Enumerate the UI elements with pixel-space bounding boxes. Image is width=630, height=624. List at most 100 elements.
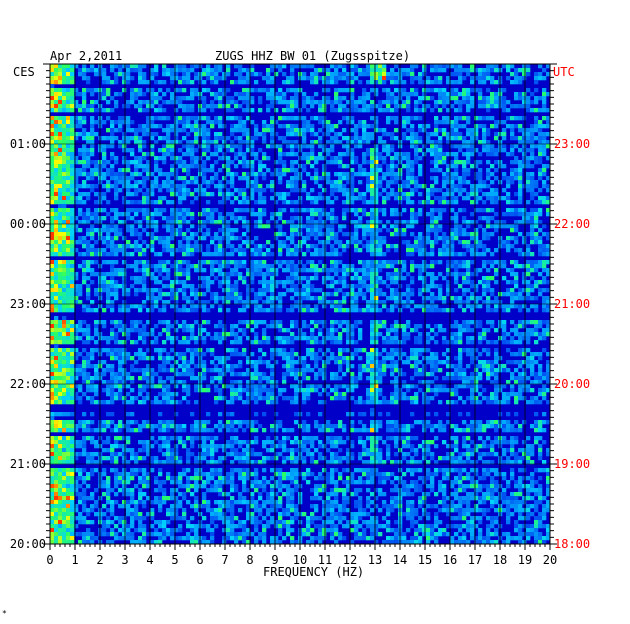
- spectrogram-cell: [90, 116, 95, 121]
- spectrogram-cell: [450, 160, 455, 165]
- spectrogram-cell: [418, 96, 423, 101]
- spectrogram-cell: [462, 216, 467, 221]
- spectrogram-cell: [546, 200, 551, 205]
- spectrogram-cell: [330, 104, 335, 109]
- spectrogram-cell: [238, 252, 243, 257]
- spectrogram-cell: [482, 136, 487, 141]
- spectrogram-cell: [446, 288, 451, 293]
- spectrogram-cell: [146, 192, 151, 197]
- spectrogram-cell: [90, 128, 95, 133]
- spectrogram-cell: [322, 96, 327, 101]
- spectrogram-cell: [302, 128, 307, 133]
- spectrogram-cell: [70, 196, 75, 201]
- spectrogram-cell: [234, 228, 239, 233]
- spectrogram-cell: [110, 248, 115, 253]
- spectrogram-cell: [82, 304, 87, 309]
- spectrogram-cell: [486, 140, 491, 145]
- spectrogram-cell: [326, 88, 331, 93]
- spectrogram-cell: [230, 172, 235, 177]
- spectrogram-cell: [518, 180, 523, 185]
- spectrogram-cell: [66, 132, 71, 137]
- spectrogram-cell: [50, 308, 55, 313]
- spectrogram-cell: [530, 184, 535, 189]
- spectrogram-cell: [150, 144, 155, 149]
- spectrogram-cell: [490, 288, 495, 293]
- spectrogram-cell: [454, 156, 459, 161]
- spectrogram-cell: [418, 248, 423, 253]
- spectrogram-cell: [486, 208, 491, 213]
- spectrogram-cell: [286, 168, 291, 173]
- spectrogram-cell: [54, 132, 59, 137]
- spectrogram-cell: [178, 100, 183, 105]
- spectrogram-cell: [394, 272, 399, 277]
- spectrogram-cell: [82, 268, 87, 273]
- spectrogram-cell: [102, 276, 107, 281]
- spectrogram-cell: [70, 320, 75, 325]
- spectrogram-cell: [266, 72, 271, 77]
- spectrogram-cell: [118, 228, 123, 233]
- spectrogram-cell: [142, 272, 147, 277]
- spectrogram-cell: [506, 108, 511, 113]
- spectrogram-cell: [238, 292, 243, 297]
- spectrogram-cell: [446, 172, 451, 177]
- spectrogram-cell: [170, 76, 175, 81]
- spectrogram-cell: [54, 248, 59, 253]
- spectrogram-cell: [146, 332, 151, 337]
- spectrogram-cell: [410, 248, 415, 253]
- spectrogram-cell: [350, 104, 355, 109]
- spectrogram-cell: [350, 236, 355, 241]
- spectrogram-cell: [150, 88, 155, 93]
- spectrogram-cell: [342, 244, 347, 249]
- spectrogram-cell: [430, 224, 435, 229]
- spectrogram-cell: [366, 188, 371, 193]
- spectrogram-cell: [458, 64, 463, 69]
- spectrogram-cell: [494, 220, 499, 225]
- spectrogram-cell: [482, 76, 487, 81]
- spectrogram-cell: [154, 132, 159, 137]
- spectrogram-cell: [522, 104, 527, 109]
- spectrogram-cell: [434, 104, 439, 109]
- spectrogram-cell: [306, 284, 311, 289]
- spectrogram-cell: [530, 132, 535, 137]
- spectrogram-cell: [334, 264, 339, 269]
- spectrogram-cell: [286, 144, 291, 149]
- spectrogram-cell: [410, 280, 415, 285]
- spectrogram-cell: [462, 280, 467, 285]
- spectrogram-cell: [294, 288, 299, 293]
- spectrogram-cell: [486, 176, 491, 181]
- spectrogram-cell: [514, 68, 519, 73]
- spectrogram-cell: [394, 64, 399, 69]
- spectrogram-cell: [366, 148, 371, 153]
- spectrogram-cell: [438, 148, 443, 153]
- spectrogram-cell: [466, 232, 471, 237]
- spectrogram-cell: [214, 120, 219, 125]
- spectrogram-cell: [514, 248, 519, 253]
- spectrogram-cell: [446, 248, 451, 253]
- spectrogram-cell: [202, 208, 207, 213]
- spectrogram-cell: [434, 224, 439, 229]
- spectrogram-cell: [278, 280, 283, 285]
- spectrogram-cell: [358, 192, 363, 197]
- spectrogram-cell: [142, 212, 147, 217]
- spectrogram-cell: [118, 220, 123, 225]
- spectrogram-cell: [238, 140, 243, 145]
- spectrogram-cell: [454, 168, 459, 173]
- spectrogram-cell: [542, 96, 547, 101]
- spectrogram-cell: [530, 180, 535, 185]
- spectrogram-cell: [478, 152, 483, 157]
- spectrogram-cell: [62, 328, 67, 333]
- spectrogram-cell: [254, 152, 259, 157]
- spectrogram-cell: [170, 324, 175, 329]
- spectrogram-cell: [310, 100, 315, 105]
- spectrogram-cell: [322, 232, 327, 237]
- spectrogram-cell: [390, 260, 395, 265]
- spectrogram-cell: [338, 188, 343, 193]
- spectrogram-cell: [470, 304, 475, 309]
- spectrogram-cell: [310, 232, 315, 237]
- spectrogram-cell: [258, 184, 263, 189]
- spectrogram-cell: [470, 144, 475, 149]
- spectrogram-cell: [166, 172, 171, 177]
- spectrogram-cell: [310, 224, 315, 229]
- spectrogram-cell: [226, 296, 231, 301]
- spectrogram-cell: [178, 164, 183, 169]
